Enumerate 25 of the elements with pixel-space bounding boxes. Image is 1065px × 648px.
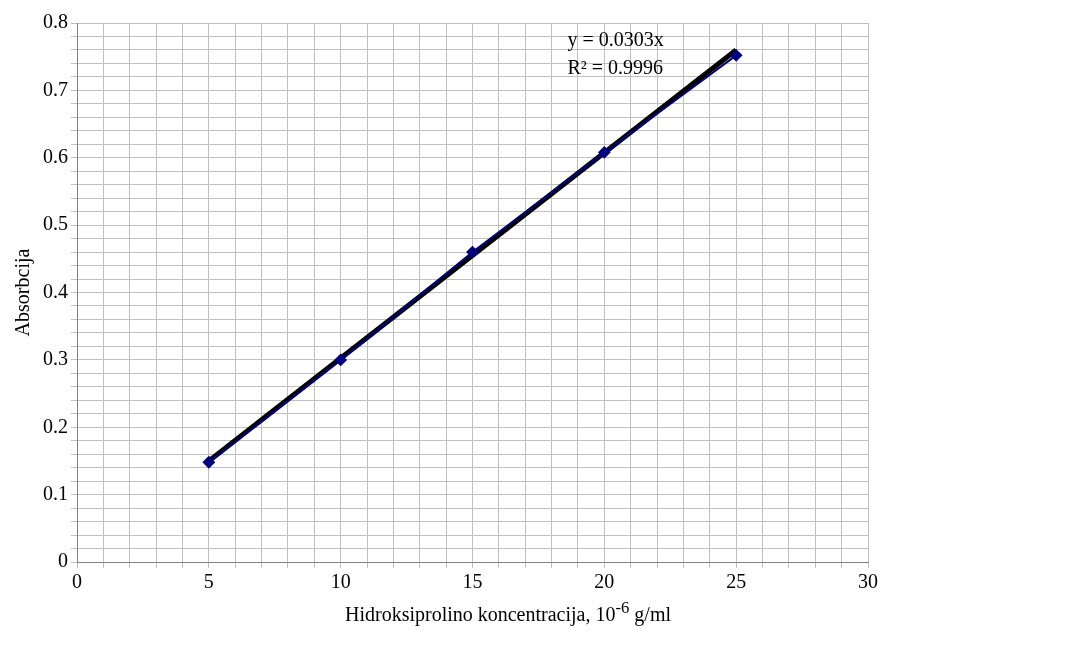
- annotation: R² = 0.9996: [567, 56, 664, 79]
- point: [202, 456, 215, 469]
- y-tick-label: 0: [58, 549, 68, 572]
- y-axis-title: Absorbcija: [11, 248, 35, 337]
- x-tick-label: 0: [72, 570, 82, 593]
- annotation: y = 0.0303x: [567, 28, 664, 52]
- y-tick-label: 0.3: [43, 347, 68, 370]
- y-tick-label: 0.4: [43, 279, 68, 302]
- x-tick-label: 15: [462, 570, 483, 593]
- x-tick-label: 5: [203, 570, 214, 593]
- y-tick-label: 0.7: [43, 77, 68, 100]
- point: [730, 49, 743, 62]
- point: [466, 246, 479, 259]
- y-tick-label: 0.2: [43, 414, 68, 437]
- x-tick-label: 30: [858, 570, 878, 593]
- x-tick-label: 10: [330, 570, 351, 593]
- point: [334, 353, 347, 366]
- y-tick-label: 0.5: [43, 212, 68, 235]
- x-axis-title: Hidroksiprolino koncentracija, 10$^{-6}$ g/ml: [343, 598, 672, 626]
- x-tick-label: 20: [594, 570, 615, 593]
- x-tick-label: 25: [726, 570, 747, 593]
- y-tick-label: 0.6: [43, 145, 68, 167]
- y-tick-label: 0.1: [43, 481, 68, 504]
- y-tick-label: 0.8: [43, 10, 68, 33]
- point: [598, 146, 611, 159]
